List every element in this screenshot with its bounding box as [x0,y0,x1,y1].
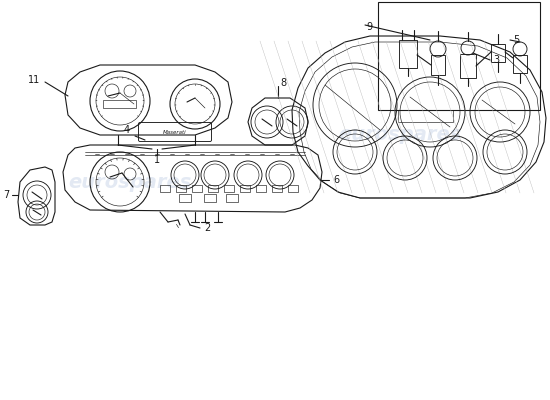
Bar [272,185,282,192]
Bar [240,185,250,192]
Bar [192,185,202,192]
Bar [288,185,298,192]
Text: eurospares: eurospares [68,172,192,192]
Bar [256,185,266,192]
Text: 5: 5 [513,35,519,45]
Bar [160,185,170,192]
Bar [513,55,527,73]
Bar [398,110,453,122]
Text: 11: 11 [28,75,40,85]
Text: 4: 4 [124,125,130,135]
Bar [179,194,191,202]
Bar [208,185,218,192]
Bar [176,185,186,192]
Text: 2: 2 [204,223,210,233]
Bar [226,194,238,202]
Text: Maserati: Maserati [163,130,187,134]
Bar [103,100,136,108]
Text: 6: 6 [333,175,339,185]
Bar [224,185,234,192]
Bar [378,2,540,110]
Bar [460,54,476,78]
Text: 3: 3 [493,55,499,65]
Text: 7: 7 [3,190,9,200]
Text: eurospares: eurospares [338,126,461,144]
Text: 8: 8 [280,78,286,88]
Bar [399,40,417,68]
Bar [491,44,505,62]
Bar [431,55,445,75]
Text: 1: 1 [154,155,160,165]
Bar [204,194,216,202]
Text: 9: 9 [366,22,372,32]
